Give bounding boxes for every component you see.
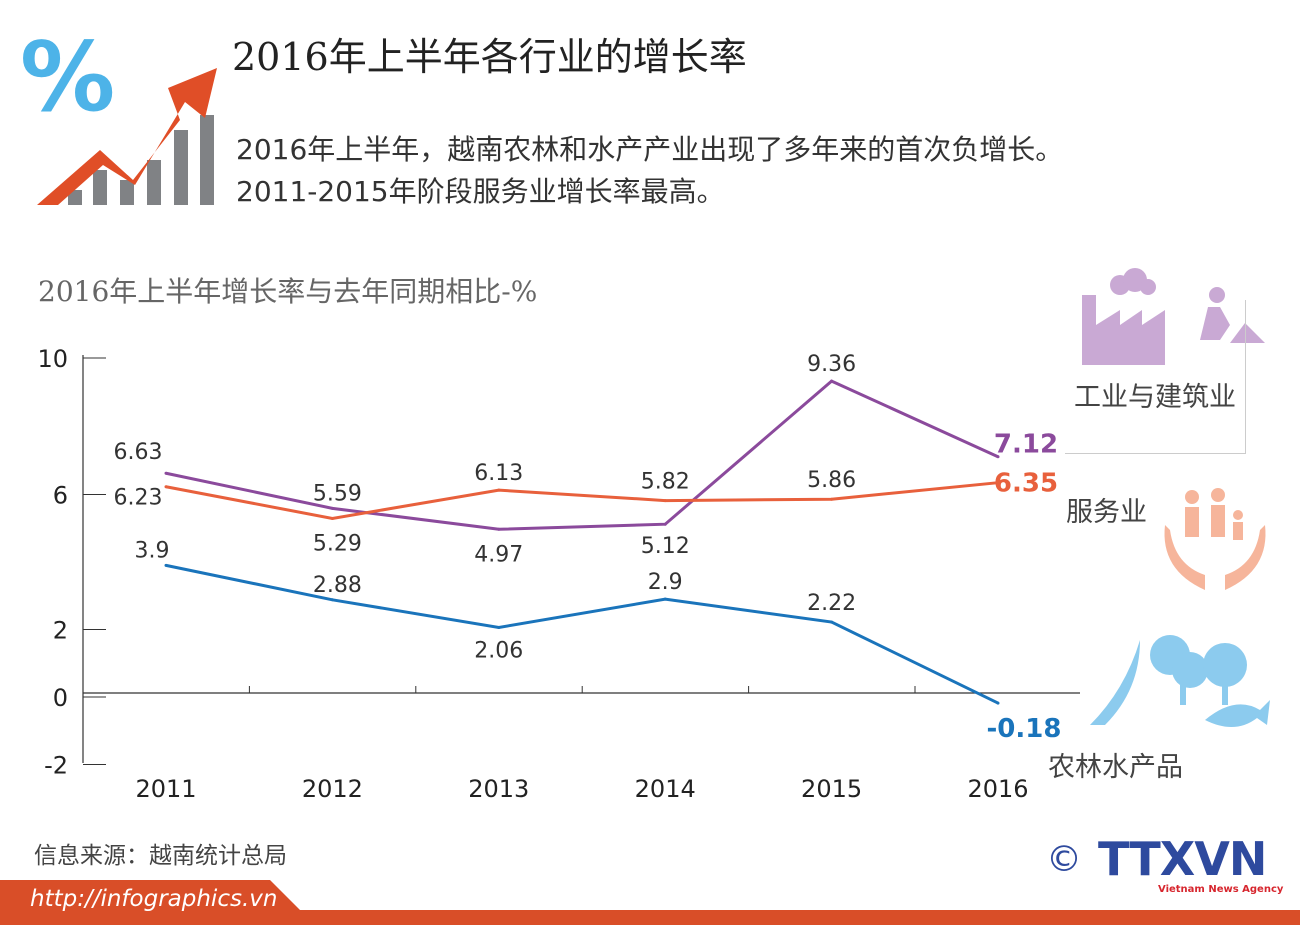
x-tick-label: 2016: [967, 775, 1028, 803]
source-note: 信息来源：越南统计总局: [34, 843, 287, 869]
y-tick-label: 6: [53, 482, 68, 510]
ttxvn-logo: TTXVN: [1098, 832, 1267, 886]
data-label: 5.59: [313, 481, 362, 506]
logo-subtitle: Vietnam News Agency: [1158, 884, 1284, 895]
data-label: -0.18: [987, 714, 1062, 744]
data-point: [330, 598, 334, 602]
y-tick-label: 2: [53, 617, 68, 645]
data-point: [663, 499, 667, 503]
data-label: 4.97: [474, 542, 523, 567]
data-point: [497, 527, 501, 531]
data-point: [164, 563, 168, 567]
footer-bar: [0, 880, 1300, 925]
line-chart: 10 6 2 0 -2 2011 2012 2013 2014 2015 2016 6.63 5.59 4…: [37, 345, 1080, 803]
copyright-icon: ©: [1046, 839, 1082, 880]
data-label: 2.22: [807, 591, 856, 616]
data-point: [164, 471, 168, 475]
data-point: [830, 379, 834, 383]
agri-forest-fish-icon: [1090, 635, 1270, 728]
data-point: [663, 522, 667, 526]
y-tick-label: -2: [44, 752, 68, 780]
data-label: 6.63: [114, 440, 163, 465]
data-label: 2.88: [313, 573, 362, 598]
data-label: 6.35: [994, 469, 1058, 499]
factory-worker-icon: [1082, 268, 1265, 365]
data-label: 5.12: [641, 534, 690, 559]
svg-text:%: %: [20, 23, 115, 133]
data-label: 3.9: [135, 538, 170, 563]
legend-industry: 工业与建筑业: [1074, 382, 1236, 413]
series-line-0: [165, 379, 999, 531]
data-point: [330, 516, 334, 520]
page-title: 2016年上半年各行业的增长率: [232, 35, 747, 79]
x-tick-label: 2012: [302, 775, 363, 803]
x-tick-label: 2014: [635, 775, 696, 803]
data-label: 2.9: [648, 570, 683, 595]
data-point: [830, 620, 834, 624]
data-point: [996, 701, 1000, 705]
data-point: [830, 497, 834, 501]
x-tick-label: 2013: [468, 775, 529, 803]
subtitle-line-2: 2011-2015年阶段服务业增长率最高。: [236, 175, 725, 208]
data-point: [497, 625, 501, 629]
data-point: [164, 485, 168, 489]
series-line-2: [165, 563, 999, 705]
data-label: 7.12: [994, 430, 1058, 460]
website-link[interactable]: http://infographics.vn: [30, 886, 278, 912]
series-line-1: [165, 481, 999, 520]
data-label: 5.29: [313, 531, 362, 556]
data-label: 6.23: [114, 486, 163, 511]
data-point: [996, 481, 1000, 485]
data-point: [497, 488, 501, 492]
data-point: [996, 455, 1000, 459]
data-point: [663, 597, 667, 601]
y-tick-label: 0: [53, 684, 68, 712]
divider: [1245, 300, 1246, 453]
data-label: 5.86: [807, 468, 856, 493]
data-label: 5.82: [641, 470, 690, 495]
data-point: [330, 506, 334, 510]
percent-growth-icon: %: [20, 23, 217, 205]
x-tick-label: 2015: [801, 775, 862, 803]
legend-agri: 农林水产品: [1048, 752, 1183, 783]
data-label: 6.13: [474, 461, 523, 486]
family-hands-icon: [1164, 488, 1266, 590]
x-tick-label: 2011: [135, 775, 196, 803]
divider: [1065, 453, 1246, 454]
legend-services: 服务业: [1066, 497, 1147, 528]
y-tick-label: 10: [37, 345, 68, 373]
chart-title: 2016年上半年增长率与去年同期相比-%: [38, 275, 538, 308]
data-label: 9.36: [807, 352, 856, 377]
subtitle-line-1: 2016年上半年，越南农林和水产产业出现了多年来的首次负增长。: [236, 133, 1064, 166]
data-label: 2.06: [474, 638, 523, 663]
